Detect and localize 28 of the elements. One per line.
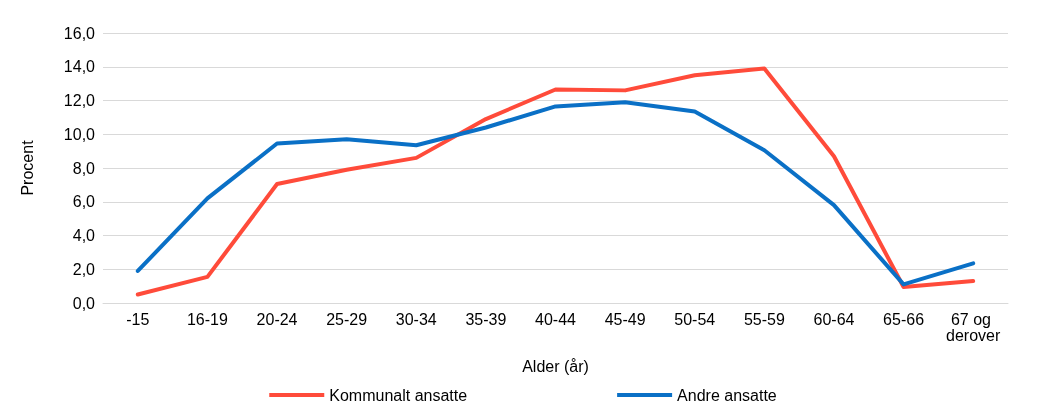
line-series [135, 100, 976, 287]
x-tick-label: 35-39 [465, 310, 507, 328]
legend-label: Andre ansatte [677, 386, 777, 404]
x-tick-label: -15 [126, 310, 150, 328]
x-tick-label: 25-29 [326, 310, 368, 328]
x-tick-label: 40-44 [535, 310, 577, 328]
x-tick-label: 16-19 [186, 310, 228, 328]
y-tick-label: 14,0 [63, 58, 96, 76]
x-tick-label: 20-24 [256, 310, 298, 328]
x-tick-label: 55-59 [743, 310, 785, 328]
legend-label: Kommunalt ansatte [329, 386, 468, 404]
x-tick-label: 67 og derover [946, 310, 1001, 344]
y-tick-label: 2,0 [72, 260, 96, 278]
y-tick-label: 12,0 [63, 92, 96, 109]
y-tick-label: 16,0 [63, 24, 96, 42]
x-tick-label: 45-49 [604, 310, 646, 328]
y-tick-label: 10,0 [63, 125, 96, 143]
x-axis-title: Alder (år) [522, 357, 589, 375]
line-series [135, 66, 976, 297]
x-tick-label: 60-64 [813, 310, 855, 328]
y-tick-label: 6,0 [72, 193, 96, 211]
x-tick-label: 30-34 [395, 310, 437, 328]
y-tick-label: 4,0 [72, 227, 96, 244]
y-tick-label: 8,0 [72, 159, 96, 177]
x-tick-label: 50-54 [674, 310, 716, 328]
x-tick-label: 65-66 [883, 310, 925, 328]
y-axis-title: Procent [18, 139, 36, 196]
y-tick-label: 0,0 [72, 294, 96, 312]
